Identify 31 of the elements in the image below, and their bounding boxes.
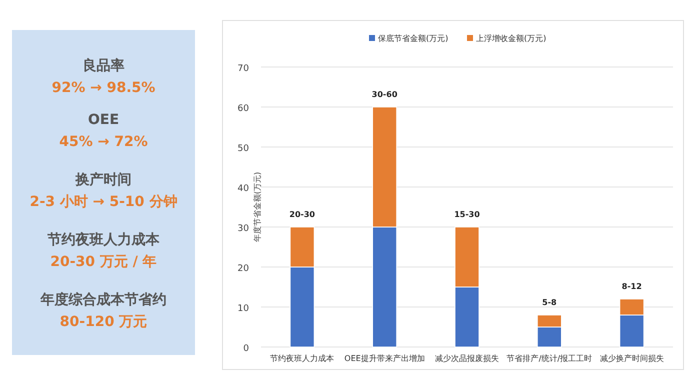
text: 20-30 万元 / 年 bbox=[50, 254, 157, 270]
text: 2-3 小时 → 5-10 分钟 bbox=[30, 194, 178, 210]
total-label: 8-12 bbox=[622, 282, 642, 291]
x-tick-label: 减少次品报废损失 bbox=[435, 354, 499, 363]
text: 年度综合成本节省约 bbox=[40, 291, 166, 308]
y-tick-label: 20 bbox=[238, 264, 250, 274]
text: 良品率 bbox=[82, 57, 124, 74]
x-tick-label: 减少换产时间损失 bbox=[600, 354, 664, 363]
y-tick-label: 0 bbox=[243, 344, 250, 354]
y-tick-label: 70 bbox=[238, 64, 250, 74]
total-label: 20-30 bbox=[289, 210, 316, 219]
text: 92% → 98.5% bbox=[52, 80, 156, 96]
y-tick-label: 10 bbox=[238, 304, 250, 314]
x-tick-label: 节约夜班人力成本 bbox=[270, 354, 334, 363]
total-label: 30-60 bbox=[372, 90, 398, 99]
legend-label: 保底节省金额(万元) bbox=[378, 34, 448, 43]
text: OEE bbox=[88, 112, 120, 128]
text: 换产时间 bbox=[74, 171, 132, 188]
x-tick-label: 节省排产/统计/报工工时 bbox=[506, 354, 592, 363]
total-label: 15-30 bbox=[454, 210, 480, 219]
text: 45% → 72% bbox=[59, 134, 148, 150]
legend-label: 上浮增收金额(万元) bbox=[476, 34, 546, 43]
x-tick-label: OEE提升带来产出增加 bbox=[344, 354, 425, 363]
text: 80-120 万元 bbox=[60, 314, 148, 330]
y-tick-label: 50 bbox=[238, 144, 250, 154]
y-axis-title: 年度节省金额(万元) bbox=[253, 172, 262, 242]
y-tick-label: 40 bbox=[238, 184, 250, 194]
y-tick-label: 60 bbox=[238, 104, 250, 114]
total-label: 5-8 bbox=[542, 298, 558, 307]
y-tick-label: 30 bbox=[238, 224, 250, 234]
text: 节约夜班人力成本 bbox=[46, 231, 160, 248]
